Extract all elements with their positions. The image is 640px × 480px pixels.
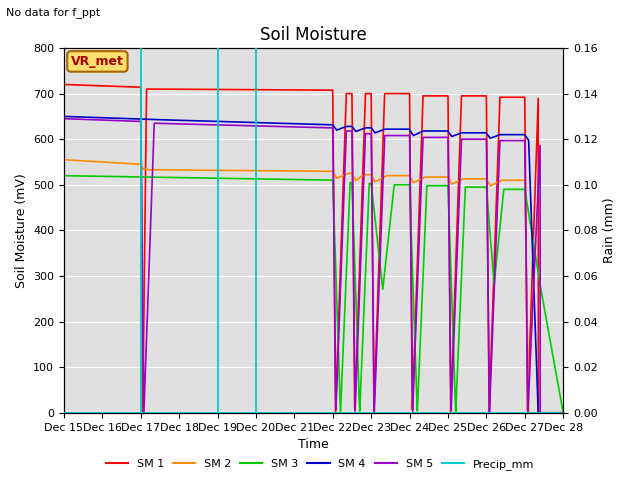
Text: VR_met: VR_met [71,55,124,68]
Text: No data for f_ppt: No data for f_ppt [6,7,100,18]
Y-axis label: Soil Moisture (mV): Soil Moisture (mV) [15,173,28,288]
Y-axis label: Rain (mm): Rain (mm) [604,198,616,263]
Legend: SM 1, SM 2, SM 3, SM 4, SM 5, Precip_mm: SM 1, SM 2, SM 3, SM 4, SM 5, Precip_mm [101,455,539,474]
X-axis label: Time: Time [298,438,329,451]
Title: Soil Moisture: Soil Moisture [260,25,367,44]
